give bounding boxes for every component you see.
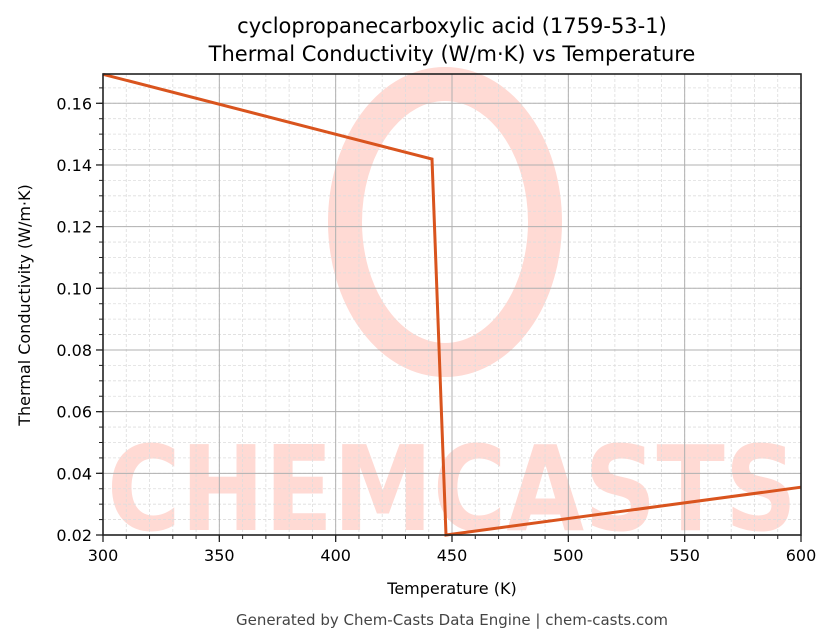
y-tick-label: 0.06 [56, 403, 92, 422]
y-tick-label: 0.04 [56, 464, 92, 483]
x-tick-label: 500 [553, 546, 584, 565]
x-axis: 300 350 400 450 500 550 600 [88, 535, 817, 565]
watermark-logo-ring [328, 67, 562, 377]
y-tick-label: 0.12 [56, 218, 92, 237]
chart-title-line1: cyclopropanecarboxylic acid (1759-53-1) [237, 14, 667, 38]
y-axis: 0.02 0.04 0.06 0.08 0.10 0.12 0.14 0.16 [56, 87, 103, 545]
x-tick-label: 300 [88, 546, 119, 565]
x-axis-label: Temperature (K) [386, 579, 516, 598]
thermal-conductivity-line [102, 72, 802, 537]
x-tick-label: 600 [786, 546, 817, 565]
x-tick-label: 550 [669, 546, 700, 565]
y-tick-label: 0.02 [56, 526, 92, 545]
x-tick-label: 400 [320, 546, 351, 565]
y-tick-label: 0.16 [56, 94, 92, 113]
footer-credit: Generated by Chem-Casts Data Engine | ch… [236, 611, 668, 629]
y-tick-label: 0.10 [56, 279, 92, 298]
chart-title-line2: Thermal Conductivity (W/m·K) vs Temperat… [208, 42, 696, 66]
y-tick-label: 0.14 [56, 156, 92, 175]
x-tick-label: 350 [204, 546, 235, 565]
y-tick-label: 0.08 [56, 341, 92, 360]
x-tick-label: 450 [437, 546, 468, 565]
y-axis-label: Thermal Conductivity (W/m·K) [15, 184, 34, 427]
